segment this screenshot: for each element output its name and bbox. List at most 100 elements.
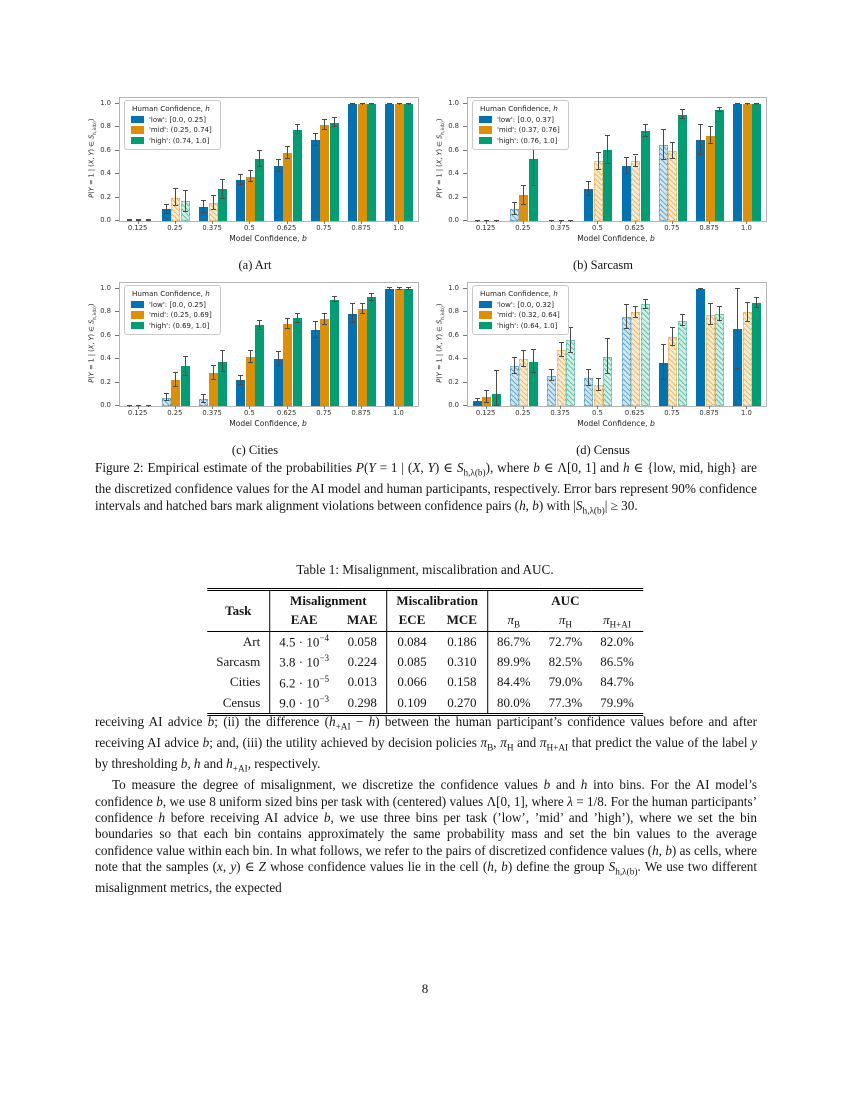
table-group-header: Misalignment — [269, 589, 388, 610]
error-cap — [173, 386, 179, 388]
bar — [696, 289, 706, 406]
bar — [255, 159, 265, 221]
error-bar — [644, 125, 646, 137]
error-bar — [635, 155, 637, 168]
x-tick-label: 0.625 — [276, 409, 297, 417]
x-tick-mark — [560, 221, 562, 224]
x-tick-mark — [522, 221, 524, 224]
bar — [310, 329, 320, 406]
error-cap — [586, 181, 592, 183]
y-tick-label: 0.6 — [448, 330, 459, 339]
chart-art: 0.0 0.2 0.4 0.6 0.8 1.0 0.125 0.25 0.375 0.5 0.625… — [85, 92, 425, 250]
error-cap — [126, 220, 132, 221]
x-tick-mark — [398, 221, 400, 224]
x-tick-label: 0.875 — [351, 409, 371, 417]
x-tick-mark — [485, 406, 487, 409]
error-bar — [175, 189, 177, 206]
error-cap — [238, 174, 244, 176]
error-cap — [173, 188, 179, 190]
y-tick-mark — [463, 173, 467, 175]
legend-label: 'low': [0.0, 0.32] — [497, 300, 555, 309]
error-cap — [201, 200, 207, 202]
bar — [584, 189, 594, 221]
legend-swatch — [131, 321, 144, 330]
y-axis-label-text: P(Y = 1 | (X, Y) ∈ Sh,λ(b)) — [87, 118, 99, 199]
table-cell: 3.8 · 10−3 — [279, 653, 330, 670]
error-cap — [285, 327, 291, 329]
error-cap — [586, 195, 592, 197]
error-bar — [523, 185, 525, 205]
x-tick-mark — [286, 406, 288, 409]
error-cap — [744, 302, 750, 304]
error-cap — [126, 404, 132, 406]
legend-swatch — [131, 136, 144, 145]
y-tick-mark — [115, 103, 119, 104]
error-cap — [568, 326, 574, 328]
legend-label: 'high': (0.76, 1.0] — [497, 136, 558, 145]
error-cap — [679, 108, 685, 110]
y-tick-mark — [115, 220, 119, 221]
error-cap — [642, 135, 648, 137]
table-group-header: Task — [207, 589, 271, 632]
plot-area — [467, 97, 767, 222]
error-cap — [136, 219, 142, 221]
table-sub-header: πH+AI — [591, 610, 643, 632]
error-cap — [369, 102, 375, 104]
y-tick-mark — [115, 149, 119, 151]
bar — [161, 209, 171, 221]
bar — [742, 312, 752, 406]
error-bar — [222, 180, 224, 199]
legend-title: Human Confidence, h — [480, 104, 558, 113]
error-cap — [521, 366, 527, 368]
error-cap — [679, 313, 685, 315]
x-tick-label: 0.75 — [664, 409, 680, 417]
x-tick-mark — [361, 221, 363, 224]
error-cap — [670, 345, 676, 347]
bar — [218, 361, 228, 406]
error-cap — [558, 341, 564, 343]
error-cap — [350, 303, 356, 305]
error-cap — [182, 210, 188, 212]
error-cap — [549, 380, 555, 382]
error-bar — [662, 345, 664, 381]
x-tick-mark — [137, 221, 139, 224]
table-row: Sarcasm 3.8 · 10−3 0.224 0.085 0.310 89.9% 82.… — [207, 651, 643, 673]
error-cap — [173, 372, 179, 374]
bar — [696, 140, 706, 221]
error-cap — [660, 128, 666, 130]
x-tick-label: 0.375 — [550, 409, 570, 417]
error-cap — [717, 106, 723, 108]
error-bar — [277, 160, 279, 172]
error-bar — [588, 182, 590, 197]
error-bar — [333, 297, 335, 302]
error-cap — [182, 189, 188, 191]
error-bar — [165, 394, 167, 402]
bar — [320, 319, 330, 406]
y-tick-mark — [463, 196, 467, 198]
table-cell: 86.7% — [497, 633, 531, 649]
error-cap — [210, 209, 216, 211]
error-bar — [175, 373, 177, 388]
error-bar — [222, 351, 224, 373]
legend-label: 'low': [0.0, 0.25] — [149, 115, 207, 124]
legend-row: 'high': (0.76, 1.0] — [479, 137, 560, 145]
error-cap — [257, 328, 263, 330]
x-tick-label: 0.625 — [624, 409, 645, 417]
error-cap — [707, 142, 713, 144]
x-axis-label: Model Confidence, b — [229, 234, 307, 243]
error-cap — [633, 305, 639, 307]
bar — [593, 161, 603, 221]
subcaption-cities: (c) Cities — [231, 443, 279, 457]
error-cap — [605, 338, 611, 340]
error-cap — [511, 357, 517, 359]
error-cap — [201, 394, 207, 396]
legend-label: 'high': (0.69, 1.0] — [149, 321, 210, 330]
error-bar — [259, 150, 261, 168]
error-cap — [350, 321, 356, 323]
error-cap — [633, 154, 639, 156]
table-sub-header: MCE — [436, 610, 488, 632]
x-tick-label: 0.5 — [591, 409, 603, 417]
legend-swatch — [479, 300, 492, 309]
bar — [528, 361, 538, 406]
y-tick-mark — [463, 405, 467, 406]
